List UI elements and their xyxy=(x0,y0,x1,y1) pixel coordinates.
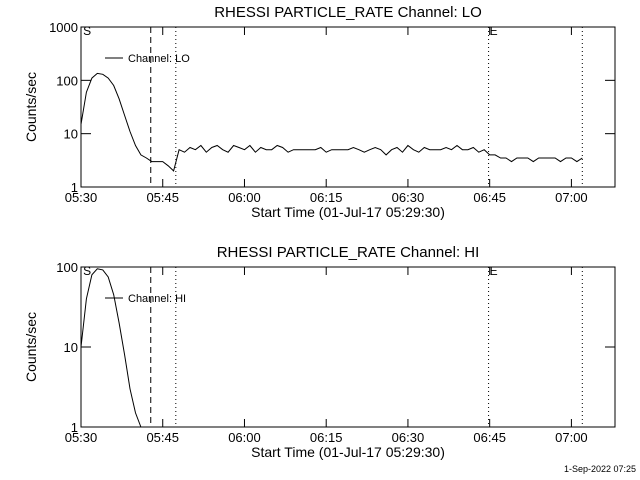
x-tick-label: 06:15 xyxy=(310,430,343,445)
y-tick-label: 10 xyxy=(64,340,78,355)
x-axis-label: Start Time (01-Jul-17 05:29:30) xyxy=(251,204,445,220)
x-tick-label: 05:45 xyxy=(146,430,179,445)
y-axis-label: Counts/sec xyxy=(23,312,39,382)
y-tick-label: 1000 xyxy=(49,20,78,35)
x-tick-label: 06:15 xyxy=(310,190,343,205)
plot-frame xyxy=(80,26,616,188)
footer: 1-Sep-2022 07:25 xyxy=(564,464,636,474)
x-tick-label: 07:00 xyxy=(555,190,588,205)
x-tick-label: 06:00 xyxy=(228,430,261,445)
y-tick-label: 100 xyxy=(56,260,78,275)
x-tick-label: 07:00 xyxy=(555,430,588,445)
y-tick-label: 10 xyxy=(64,127,78,142)
x-tick-label: 05:30 xyxy=(65,430,98,445)
annotation: S xyxy=(83,24,91,38)
y-tick-label: 1 xyxy=(71,180,78,195)
chart-title: RHESSI PARTICLE_RATE Channel: LO xyxy=(214,4,482,21)
data-line xyxy=(80,72,583,172)
annotation: E xyxy=(490,24,498,38)
legend-label: Channel: HI xyxy=(128,293,186,305)
data-line xyxy=(80,268,142,428)
annotation: S xyxy=(83,264,91,278)
x-tick-label: 06:45 xyxy=(473,190,506,205)
y-axis-label: Counts/sec xyxy=(23,72,39,142)
x-tick-label: 05:30 xyxy=(65,190,98,205)
x-axis-label: Start Time (01-Jul-17 05:29:30) xyxy=(251,444,445,460)
legend-label: Channel: LO xyxy=(128,53,190,65)
x-tick-label: 06:45 xyxy=(473,430,506,445)
x-tick-label: 06:30 xyxy=(392,430,425,445)
annotation: E xyxy=(490,264,498,278)
x-tick-label: 06:30 xyxy=(392,190,425,205)
y-tick-label: 100 xyxy=(56,73,78,88)
y-tick-label: 1 xyxy=(71,420,78,435)
chart-title: RHESSI PARTICLE_RATE Channel: HI xyxy=(217,244,480,261)
x-tick-label: 06:00 xyxy=(228,190,261,205)
x-tick-label: 05:45 xyxy=(146,190,179,205)
